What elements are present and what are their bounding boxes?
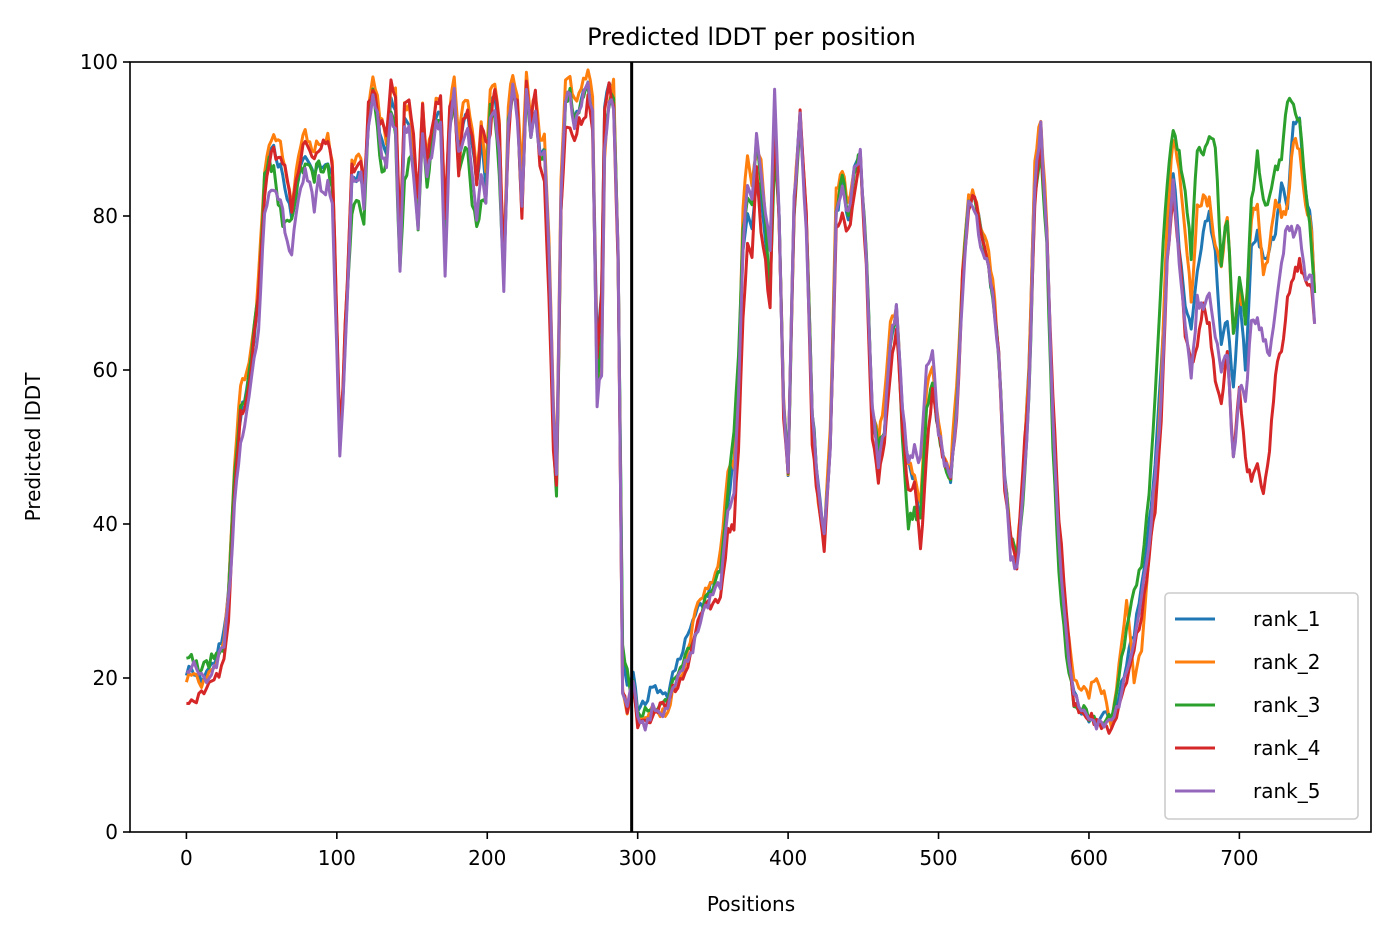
legend-label: rank_3 xyxy=(1253,693,1320,717)
legend-box xyxy=(1164,592,1359,820)
series-layer xyxy=(184,68,1317,735)
x-tick-label: 600 xyxy=(1070,846,1108,870)
legend: rank_1 rank_2 rank_3 rank_4 rank_5 xyxy=(1164,592,1359,820)
series-line-rank-5 xyxy=(186,81,1317,732)
x-tick-label: 700 xyxy=(1220,846,1258,870)
x-tick-label: 0 xyxy=(180,846,193,870)
x-tick-label: 300 xyxy=(619,846,657,870)
y-tick-label: 40 xyxy=(93,512,118,536)
plot-area-frame xyxy=(129,61,1372,833)
x-axis: 0 100 200 300 400 500 600 700 xyxy=(180,832,1258,870)
x-tick-label: 100 xyxy=(318,846,356,870)
x-axis-label: Positions xyxy=(707,892,795,916)
chart-title: Predicted lDDT per position xyxy=(587,23,916,51)
legend-label: rank_5 xyxy=(1253,779,1320,803)
y-tick-label: 100 xyxy=(80,50,118,74)
x-tick-label: 400 xyxy=(769,846,807,870)
y-tick-label: 80 xyxy=(93,204,118,228)
legend-label: rank_4 xyxy=(1253,736,1320,760)
x-tick-label: 200 xyxy=(468,846,506,870)
y-axis-label: Predicted lDDT xyxy=(21,372,45,522)
y-tick-label: 20 xyxy=(93,666,118,690)
y-tick-label: 60 xyxy=(93,358,118,382)
legend-label: rank_2 xyxy=(1253,650,1320,674)
y-axis: 0 20 40 60 80 100 xyxy=(80,50,130,844)
y-tick-label: 0 xyxy=(105,820,118,844)
x-tick-label: 500 xyxy=(919,846,957,870)
legend-label: rank_1 xyxy=(1253,607,1320,631)
